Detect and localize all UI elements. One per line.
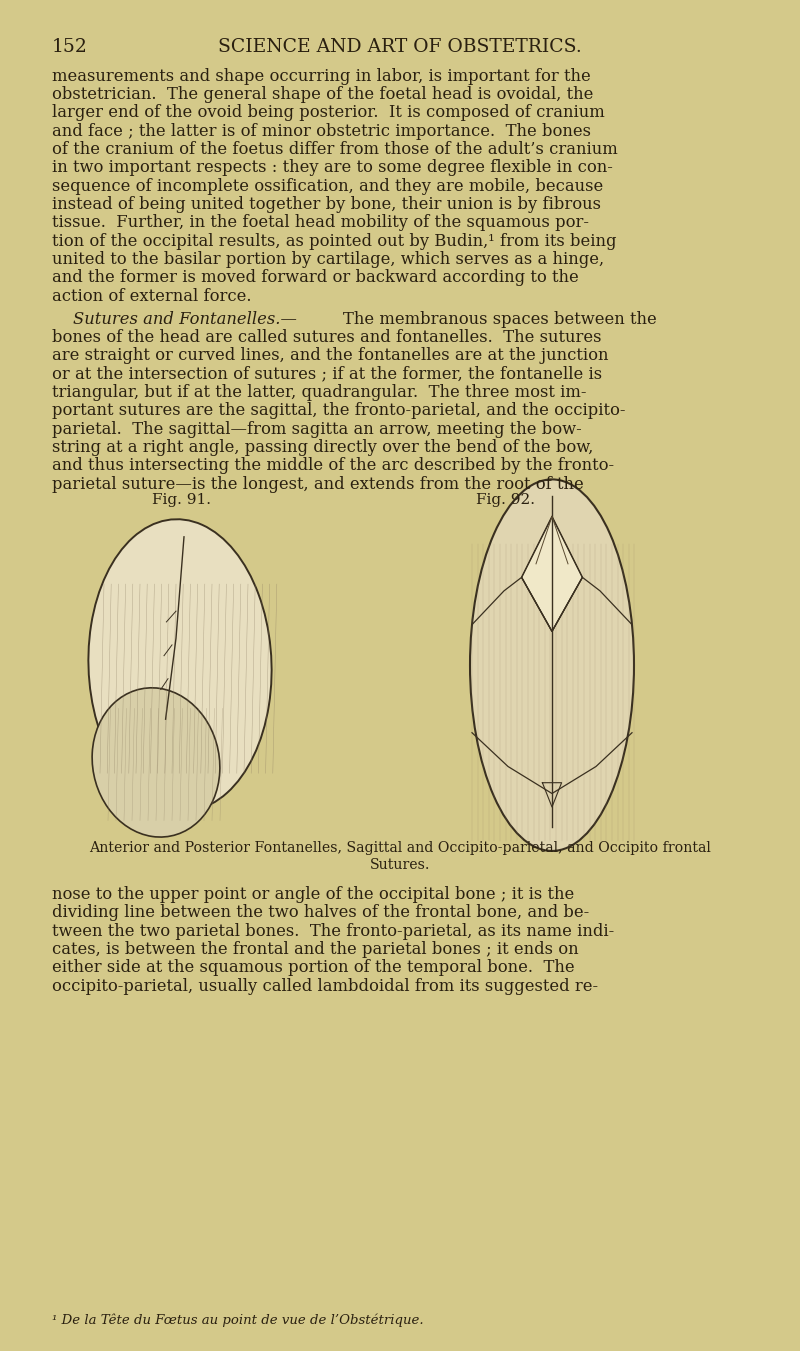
Text: and the former is moved forward or backward according to the: and the former is moved forward or backw… (52, 269, 578, 286)
Text: SCIENCE AND ART OF OBSTETRICS.: SCIENCE AND ART OF OBSTETRICS. (218, 38, 582, 55)
Text: Fig. 92.: Fig. 92. (476, 493, 535, 507)
Text: tion of the occipital results, as pointed out by Budin,¹ from its being: tion of the occipital results, as pointe… (52, 232, 617, 250)
Text: action of external force.: action of external force. (52, 288, 251, 305)
Text: bones of the head are called sutures and fontanelles.  The sutures: bones of the head are called sutures and… (52, 330, 602, 346)
Text: parietal suture—is the longest, and extends from the root of the: parietal suture—is the longest, and exte… (52, 476, 584, 493)
Text: The membranous spaces between the: The membranous spaces between the (342, 311, 656, 328)
Text: larger end of the ovoid being posterior.  It is composed of cranium: larger end of the ovoid being posterior.… (52, 104, 605, 122)
Ellipse shape (470, 480, 634, 851)
Text: cates, is between the frontal and the parietal bones ; it ends on: cates, is between the frontal and the pa… (52, 940, 578, 958)
Ellipse shape (88, 519, 272, 811)
Text: triangular, but if at the latter, quadrangular.  The three most im-: triangular, but if at the latter, quadra… (52, 384, 586, 401)
Ellipse shape (92, 688, 220, 838)
Text: or at the intersection of sutures ; if at the former, the fontanelle is: or at the intersection of sutures ; if a… (52, 366, 602, 382)
Text: Sutures and Fontanelles.—: Sutures and Fontanelles.— (52, 311, 297, 328)
Text: parietal.  The sagittal—from sagitta an arrow, meeting the bow-: parietal. The sagittal—from sagitta an a… (52, 420, 582, 438)
Text: nose to the upper point or angle of the occipital bone ; it is the: nose to the upper point or angle of the … (52, 886, 574, 902)
Text: Fig. 91.: Fig. 91. (152, 493, 211, 507)
Text: portant sutures are the sagittal, the fronto-parietal, and the occipito-: portant sutures are the sagittal, the fr… (52, 403, 626, 419)
Text: 152: 152 (52, 38, 88, 55)
Text: and thus intersecting the middle of the arc described by the fronto-: and thus intersecting the middle of the … (52, 458, 614, 474)
Text: Anterior and Posterior Fontanelles, Sagittal and Occipito-parietal, and Occipito: Anterior and Posterior Fontanelles, Sagi… (89, 842, 711, 855)
Text: string at a right angle, passing directly over the bend of the bow,: string at a right angle, passing directl… (52, 439, 594, 457)
Text: either side at the squamous portion of the temporal bone.  The: either side at the squamous portion of t… (52, 959, 574, 977)
Text: Sutures.: Sutures. (370, 858, 430, 871)
Polygon shape (522, 516, 582, 631)
Text: and face ; the latter is of minor obstetric importance.  The bones: and face ; the latter is of minor obstet… (52, 123, 591, 139)
Text: are straight or curved lines, and the fontanelles are at the junction: are straight or curved lines, and the fo… (52, 347, 609, 365)
Text: occipito-parietal, usually called lambdoidal from its suggested re-: occipito-parietal, usually called lambdo… (52, 978, 598, 994)
Text: measurements and shape occurring in labor, is important for the: measurements and shape occurring in labo… (52, 68, 590, 85)
Text: ¹ De la Tête du Fœtus au point de vue de l’Obstétrique.: ¹ De la Tête du Fœtus au point de vue de… (52, 1313, 424, 1327)
Text: dividing line between the two halves of the frontal bone, and be-: dividing line between the two halves of … (52, 904, 590, 921)
Text: obstetrician.  The general shape of the foetal head is ovoidal, the: obstetrician. The general shape of the f… (52, 86, 594, 103)
Text: tissue.  Further, in the foetal head mobility of the squamous por-: tissue. Further, in the foetal head mobi… (52, 215, 589, 231)
Text: united to the basilar portion by cartilage, which serves as a hinge,: united to the basilar portion by cartila… (52, 251, 604, 267)
Text: instead of being united together by bone, their union is by fibrous: instead of being united together by bone… (52, 196, 601, 213)
Text: sequence of incomplete ossification, and they are mobile, because: sequence of incomplete ossification, and… (52, 177, 603, 195)
Text: in two important respects : they are to some degree flexible in con-: in two important respects : they are to … (52, 159, 613, 176)
Text: tween the two parietal bones.  The fronto-parietal, as its name indi-: tween the two parietal bones. The fronto… (52, 923, 614, 939)
Text: of the cranium of the foetus differ from those of the adult’s cranium: of the cranium of the foetus differ from… (52, 141, 618, 158)
